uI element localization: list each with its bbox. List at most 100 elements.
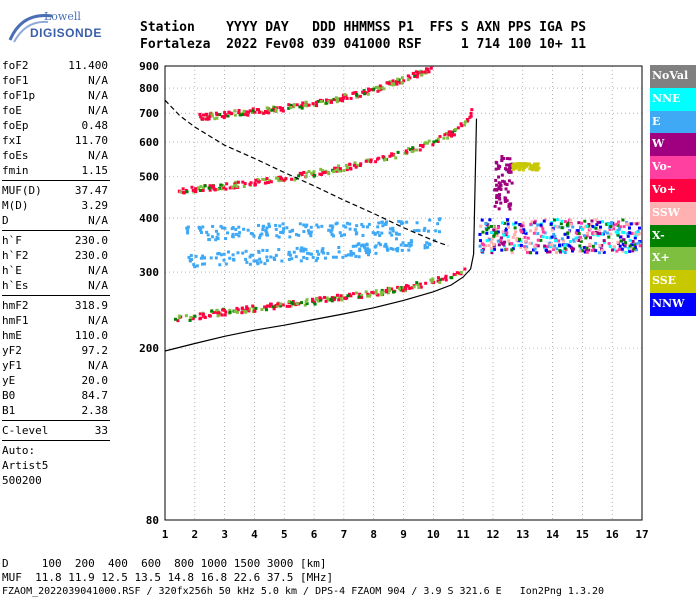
echo-cluster-point — [504, 233, 508, 237]
echo-cluster-point — [598, 220, 602, 224]
echo-cluster-point — [624, 250, 628, 254]
echo-point — [211, 185, 215, 189]
muf-row: MUF 11.8 11.9 12.5 13.5 14.8 16.8 22.6 3… — [2, 571, 334, 584]
echo-point — [337, 298, 341, 302]
echo-point — [338, 231, 342, 235]
echo-cluster-point — [497, 243, 501, 247]
echo-point — [261, 248, 265, 252]
echo-point — [403, 244, 407, 248]
echo-point — [231, 234, 235, 238]
echo-point — [300, 246, 304, 250]
echo-cluster-point — [507, 179, 511, 183]
echo-point — [394, 237, 398, 241]
echo-cluster-point — [530, 164, 534, 168]
echo-point — [254, 306, 258, 310]
echo-point — [301, 249, 305, 253]
echo-cluster-point — [519, 245, 523, 249]
echo-point — [214, 238, 218, 242]
echo-point — [342, 233, 346, 237]
echo-point — [367, 159, 371, 163]
echo-point — [344, 163, 348, 167]
echo-point — [335, 221, 339, 225]
echo-cluster-point — [484, 222, 488, 226]
echo-point — [235, 185, 239, 189]
echo-point — [385, 245, 389, 249]
echo-point — [407, 248, 411, 252]
echo-point — [268, 179, 272, 183]
echo-point — [302, 255, 306, 259]
echo-point — [217, 311, 221, 315]
echo-point — [199, 185, 203, 189]
echo-cluster-point — [596, 220, 600, 224]
param-row: yF1 N/A — [2, 358, 110, 373]
echo-point — [379, 87, 383, 91]
echo-cluster-point — [593, 232, 597, 236]
echo-point — [274, 223, 278, 227]
echo-point — [372, 87, 376, 91]
echo-point — [423, 244, 427, 248]
echo-cluster-point — [512, 244, 516, 248]
echo-point — [363, 92, 367, 96]
echo-cluster-point — [542, 219, 546, 223]
echo-cluster-point — [636, 232, 640, 236]
echo-cluster-point — [525, 245, 529, 249]
echo-point — [321, 247, 325, 251]
echo-cluster-point — [633, 246, 637, 250]
param-name: hmE — [2, 329, 22, 342]
echo-cluster-point — [613, 245, 617, 249]
echo-point — [424, 281, 428, 285]
echo-cluster-point — [587, 224, 591, 228]
echo-point — [226, 231, 230, 235]
echo-point — [364, 159, 368, 163]
echo-point — [259, 110, 263, 114]
echo-point — [420, 73, 424, 77]
echo-point — [248, 262, 252, 266]
echo-cluster-point — [595, 231, 599, 235]
echo-point — [272, 307, 276, 311]
echo-point — [313, 302, 317, 306]
echo-point — [451, 130, 455, 134]
param-row: h`F 230.0 — [2, 233, 110, 248]
echo-cluster-point — [500, 155, 504, 159]
echo-cluster-point — [563, 244, 567, 248]
echo-cluster-point — [496, 230, 500, 234]
echo-point — [257, 250, 261, 254]
echo-cluster-point — [507, 167, 511, 171]
echo-point — [292, 103, 296, 107]
echo-point — [267, 222, 271, 226]
echo-point — [365, 251, 369, 255]
echo-point — [181, 187, 185, 191]
echo-cluster-point — [498, 185, 502, 189]
echo-cluster-point — [494, 200, 498, 204]
echo-point — [269, 180, 273, 184]
echo-point — [207, 117, 211, 121]
echo-point — [380, 85, 384, 89]
echo-cluster-point — [545, 245, 549, 249]
param-row: foEs N/A — [2, 148, 110, 163]
echo-cluster-point — [576, 229, 580, 233]
echo-point — [200, 117, 204, 121]
echo-point — [443, 133, 447, 137]
echo-point — [222, 252, 226, 256]
echo-cluster-point — [634, 233, 638, 237]
echo-cluster-point — [519, 228, 523, 232]
echo-point — [206, 233, 210, 237]
echo-cluster-point — [566, 235, 570, 239]
echo-point — [380, 293, 384, 297]
echo-point — [319, 167, 323, 171]
echo-cluster-point — [605, 222, 609, 226]
echo-point — [304, 100, 308, 104]
echo-point — [241, 180, 245, 184]
echo-cluster-point — [532, 231, 536, 235]
echo-point — [326, 171, 330, 175]
echo-cluster-point — [536, 168, 540, 172]
echo-point — [320, 224, 324, 228]
echo-cluster-point — [524, 231, 528, 235]
echo-point — [463, 120, 467, 124]
echo-cluster-point — [491, 225, 495, 229]
echo-point — [382, 87, 386, 91]
echo-point — [295, 103, 299, 107]
echo-cluster-point — [514, 162, 518, 166]
x-tick-label: 6 — [311, 528, 318, 541]
echo-point — [299, 259, 303, 263]
